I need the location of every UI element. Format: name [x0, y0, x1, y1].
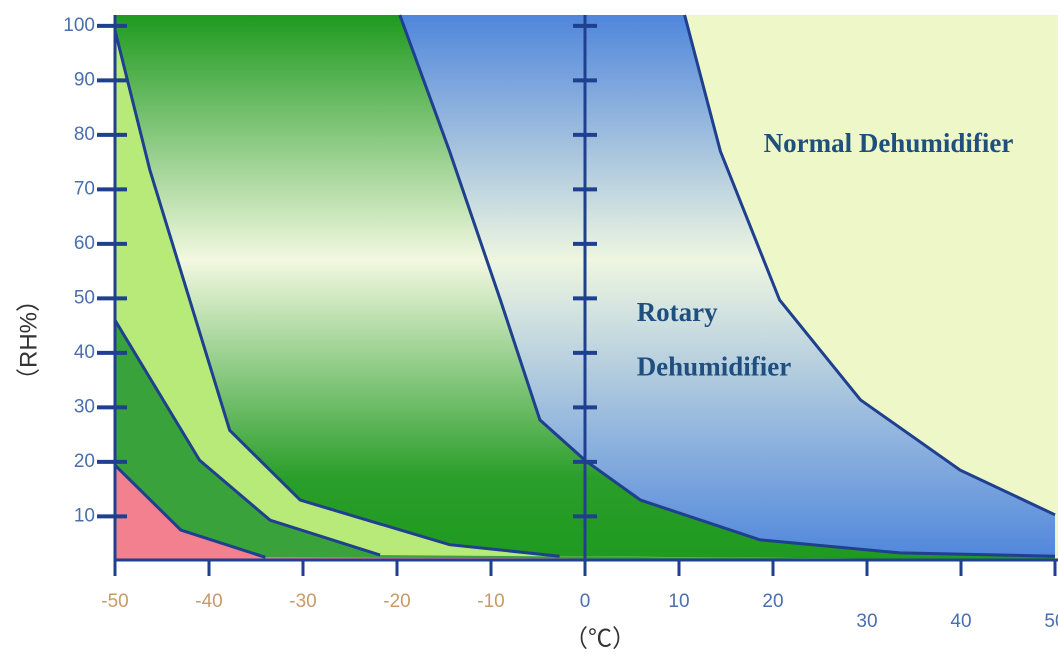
y-tick-label: 60 — [74, 233, 95, 254]
y-tick-label: 30 — [74, 396, 95, 417]
x-tick-label: -10 — [477, 591, 504, 612]
region-fill — [115, 15, 1055, 560]
x-tick-label: 0 — [580, 591, 591, 612]
y-tick-label: 40 — [74, 342, 95, 363]
annotation: Rotary — [637, 297, 718, 327]
x-tick-label: -30 — [289, 591, 316, 612]
y-axis-label: （RH%） — [15, 288, 42, 392]
region-fill — [115, 15, 1055, 560]
x-tick-label: -40 — [195, 591, 222, 612]
x-tick-label: 30 — [856, 611, 877, 632]
y-tick-label: 50 — [74, 287, 95, 308]
y-tick-label: 80 — [74, 124, 95, 145]
x-tick-label: -50 — [101, 591, 128, 612]
region-boundary — [683, 14, 1056, 517]
y-tick-label: 10 — [74, 505, 95, 526]
region-boundary — [113, 319, 381, 557]
region-boundary — [113, 29, 560, 558]
x-tick-label: 20 — [762, 591, 783, 612]
x-tick-label: 10 — [668, 591, 689, 612]
x-tick-label: 40 — [950, 611, 971, 632]
x-axis-label: （℃） — [564, 625, 636, 652]
annotation: Dehumidifier — [637, 351, 792, 381]
x-tick-label: 50 — [1044, 611, 1058, 632]
y-tick-label: 90 — [74, 69, 95, 90]
annotation: Normal Dehumidifier — [764, 128, 1014, 158]
y-tick-label: 70 — [74, 178, 95, 199]
region-boundary — [113, 464, 266, 559]
x-tick-label: -20 — [383, 591, 410, 612]
y-tick-label: 100 — [63, 15, 95, 36]
y-tick-label: 20 — [74, 451, 95, 472]
